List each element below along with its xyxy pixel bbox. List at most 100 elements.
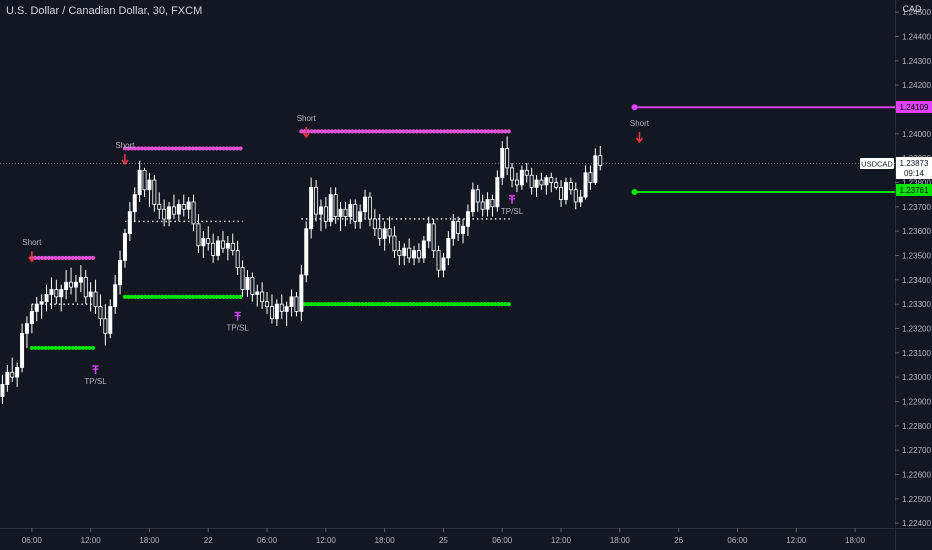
candle-body xyxy=(98,306,103,320)
level-dot xyxy=(404,302,409,307)
level-dot xyxy=(482,302,488,307)
candle xyxy=(367,192,372,227)
y-tick-label: 1.22600 xyxy=(902,470,931,479)
candle-body xyxy=(88,291,93,298)
level-dot xyxy=(360,302,365,307)
candle xyxy=(304,221,309,283)
candle xyxy=(328,187,333,227)
candle-body xyxy=(554,182,559,188)
candle xyxy=(323,197,328,229)
candle-body xyxy=(456,221,461,234)
level-dot xyxy=(387,129,392,134)
candle xyxy=(186,197,191,219)
short-signal: Short xyxy=(630,119,650,144)
current-price-badge-text: 1.23873 xyxy=(900,159,929,168)
candle-body xyxy=(318,206,323,215)
candle xyxy=(196,214,201,254)
candle xyxy=(34,296,39,322)
candle-body xyxy=(387,228,392,237)
candle xyxy=(407,238,412,263)
level-dot xyxy=(167,294,172,299)
level-dot xyxy=(323,302,328,307)
candle xyxy=(573,182,578,210)
y-tick-label: 1.24300 xyxy=(902,57,931,66)
candle xyxy=(343,201,348,227)
level-dot xyxy=(312,129,318,134)
time-axis[interactable]: 06:00 12:00 18:00 22 06:00 12:00 18:00 25 06:00 1… xyxy=(22,528,866,545)
short-signal-label: Short xyxy=(22,238,42,247)
candle xyxy=(206,226,211,251)
candle xyxy=(426,216,431,249)
currency-label: CAD xyxy=(902,4,922,14)
candle xyxy=(265,291,270,314)
y-tick-label: 1.23400 xyxy=(902,276,931,285)
candle xyxy=(598,145,603,171)
level-dot xyxy=(482,129,488,134)
level-dot xyxy=(350,302,355,307)
level-dots xyxy=(29,345,96,351)
candle-body xyxy=(402,247,407,256)
candle xyxy=(578,189,583,207)
candle xyxy=(554,177,559,190)
candle-body xyxy=(171,206,176,215)
candle-body xyxy=(137,169,142,196)
level-dot xyxy=(438,302,443,307)
level-dot xyxy=(80,255,85,261)
level-dot xyxy=(459,302,464,307)
candle xyxy=(88,282,93,312)
level-dot xyxy=(150,146,155,151)
level-dot xyxy=(77,345,82,351)
candle xyxy=(490,194,495,217)
candle xyxy=(318,199,323,232)
candle xyxy=(211,233,216,263)
candle-body xyxy=(470,189,475,213)
level-dot xyxy=(214,146,219,151)
level-dot xyxy=(170,146,175,151)
level-dot xyxy=(122,146,128,151)
candle-body xyxy=(240,267,245,290)
candle xyxy=(539,172,544,190)
level-dot xyxy=(428,302,433,307)
level-dot xyxy=(489,129,494,134)
level-dot xyxy=(435,302,440,307)
active-level-start xyxy=(631,188,638,195)
candle-body xyxy=(206,238,211,244)
level-dot xyxy=(336,302,341,307)
candle-body xyxy=(265,301,270,307)
level-dot xyxy=(218,294,223,299)
candle-body xyxy=(201,238,206,247)
level-dot xyxy=(489,302,494,307)
candle xyxy=(29,304,34,334)
level-dot xyxy=(496,129,501,134)
candle-body xyxy=(578,196,583,203)
candle xyxy=(333,187,338,224)
candle-body xyxy=(514,179,519,186)
x-tick-label: 12:00 xyxy=(551,536,572,545)
candle xyxy=(382,221,387,251)
level-dot xyxy=(343,302,348,307)
level-dot xyxy=(360,129,365,134)
candle-body xyxy=(250,276,255,295)
level-dot xyxy=(370,129,375,134)
level-dot xyxy=(133,146,138,151)
tpsl-signal: TP/SL xyxy=(501,195,524,216)
candle-body xyxy=(314,186,319,215)
level-dot xyxy=(156,146,162,151)
level-dot xyxy=(235,146,240,151)
level-dot xyxy=(309,302,314,307)
candle xyxy=(98,294,103,327)
level-dot xyxy=(173,294,179,299)
level-dot xyxy=(204,146,209,151)
short-signal-label: Short xyxy=(630,119,650,128)
candle xyxy=(353,199,358,229)
candle xyxy=(191,194,196,232)
x-tick-label: 06:00 xyxy=(492,536,513,545)
tpsl-signal-label: TP/SL xyxy=(501,207,524,216)
candle-body xyxy=(382,228,387,239)
level-dot xyxy=(455,129,460,134)
level-dot xyxy=(77,255,82,261)
level-dot xyxy=(163,294,168,299)
level-dot xyxy=(476,302,481,307)
